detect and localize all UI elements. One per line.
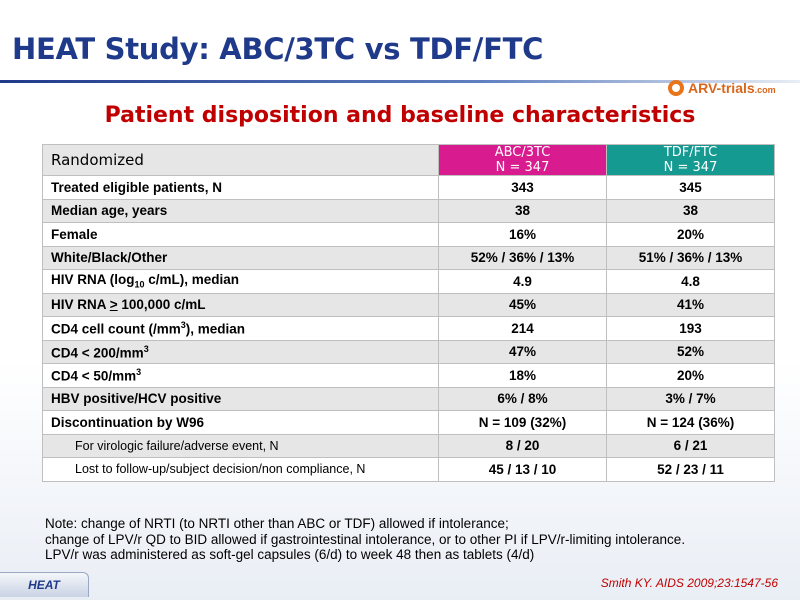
table-row: CD4 cell count (/mm3), median 214 193: [42, 316, 775, 341]
header-randomized: Randomized: [42, 144, 439, 176]
abc-value: 45%: [438, 292, 607, 317]
row-label: CD4 < 200/mm3: [42, 339, 439, 364]
abc-value: 4.9: [438, 269, 607, 294]
table-row: Discontinuation by W96 N = 109 (32%) N =…: [42, 410, 775, 435]
abc-value: 52% / 36% / 13%: [438, 245, 607, 270]
abc-value: N = 109 (32%): [438, 410, 607, 435]
row-label: White/Black/Other: [42, 245, 439, 270]
tdf-value: N = 124 (36%): [606, 410, 775, 435]
tdf-value: 4.8: [606, 269, 775, 294]
table-row: Lost to follow-up/subject decision/non c…: [42, 457, 775, 482]
row-label: HBV positive/HCV positive: [42, 386, 439, 411]
table-row: HBV positive/HCV positive 6% / 8% 3% / 7…: [42, 386, 775, 411]
table-row: CD4 < 200/mm3 47% 52%: [42, 339, 775, 364]
row-label: Median age, years: [42, 198, 439, 223]
tdf-value: 193: [606, 316, 775, 341]
citation: Smith KY. AIDS 2009;23:1547-56: [600, 576, 778, 590]
table-row: HIV RNA (log10 c/mL), median 4.9 4.8: [42, 269, 775, 294]
row-label: HIV RNA > 100,000 c/mL: [42, 292, 439, 317]
table-row: Female 16% 20%: [42, 222, 775, 247]
table-row: Treated eligible patients, N 343 345: [42, 175, 775, 200]
table-row: White/Black/Other 52% / 36% / 13% 51% / …: [42, 245, 775, 270]
row-label: CD4 < 50/mm3: [42, 363, 439, 388]
tdf-value: 20%: [606, 222, 775, 247]
row-label: Lost to follow-up/subject decision/non c…: [42, 457, 439, 482]
tdf-value: 38: [606, 198, 775, 223]
tdf-value: 52 / 23 / 11: [606, 457, 775, 482]
table-header-row: Randomized ABC/3TC N = 347 TDF/FTC N = 347: [42, 144, 775, 176]
footnote-line: Note: change of NRTI (to NRTI other than…: [45, 516, 509, 531]
tdf-value: 51% / 36% / 13%: [606, 245, 775, 270]
footnote: Note: change of NRTI (to NRTI other than…: [45, 516, 685, 563]
header-tdf-ftc: TDF/FTC N = 347: [606, 144, 775, 176]
logo-text: ARV-trials.com: [688, 80, 776, 96]
abc-value: 38: [438, 198, 607, 223]
arv-trials-logo: ARV-trials.com: [668, 78, 792, 98]
row-label: HIV RNA (log10 c/mL), median: [42, 269, 439, 294]
slide-title: HEAT Study: ABC/3TC vs TDF/FTC: [12, 32, 544, 66]
table-row: HIV RNA > 100,000 c/mL 45% 41%: [42, 292, 775, 317]
row-label: Discontinuation by W96: [42, 410, 439, 435]
row-label: Female: [42, 222, 439, 247]
abc-value: 343: [438, 175, 607, 200]
title-divider: [0, 80, 800, 83]
row-label: CD4 cell count (/mm3), median: [42, 316, 439, 341]
footnote-line: LPV/r was administered as soft-gel capsu…: [45, 547, 535, 562]
header-abc-3tc: ABC/3TC N = 347: [438, 144, 607, 176]
tdf-value: 3% / 7%: [606, 386, 775, 411]
tdf-value: 345: [606, 175, 775, 200]
abc-value: 16%: [438, 222, 607, 247]
row-label: Treated eligible patients, N: [42, 175, 439, 200]
abc-value: 214: [438, 316, 607, 341]
table-row: CD4 < 50/mm3 18% 20%: [42, 363, 775, 388]
tdf-value: 6 / 21: [606, 433, 775, 458]
footer-tag: HEAT: [0, 572, 89, 597]
abc-value: 8 / 20: [438, 433, 607, 458]
table-row: Median age, years 38 38: [42, 198, 775, 223]
logo-circle-icon: [668, 80, 684, 96]
abc-value: 45 / 13 / 10: [438, 457, 607, 482]
footnote-line: change of LPV/r QD to BID allowed if gas…: [45, 531, 686, 547]
tdf-value: 20%: [606, 363, 775, 388]
slide-subtitle: Patient disposition and baseline charact…: [104, 103, 696, 128]
tdf-value: 41%: [606, 292, 775, 317]
tdf-value: 52%: [606, 339, 775, 364]
abc-value: 47%: [438, 339, 607, 364]
table-row: For virologic failure/adverse event, N 8…: [42, 433, 775, 458]
row-label: For virologic failure/adverse event, N: [42, 433, 439, 458]
baseline-table: Randomized ABC/3TC N = 347 TDF/FTC N = 347…: [42, 144, 775, 482]
abc-value: 6% / 8%: [438, 386, 607, 411]
abc-value: 18%: [438, 363, 607, 388]
